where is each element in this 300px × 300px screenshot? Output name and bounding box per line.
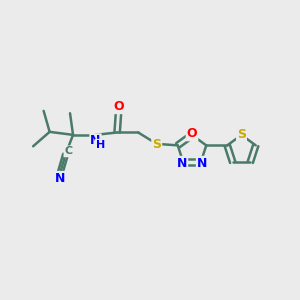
Text: S: S: [237, 128, 246, 141]
Text: N: N: [197, 157, 207, 170]
Text: O: O: [187, 127, 197, 140]
Text: N: N: [55, 172, 65, 185]
Text: H: H: [96, 140, 105, 150]
Text: N: N: [90, 134, 101, 147]
Text: N: N: [177, 157, 187, 170]
Text: S: S: [152, 138, 161, 151]
Text: C: C: [64, 146, 73, 156]
Text: O: O: [113, 100, 124, 113]
